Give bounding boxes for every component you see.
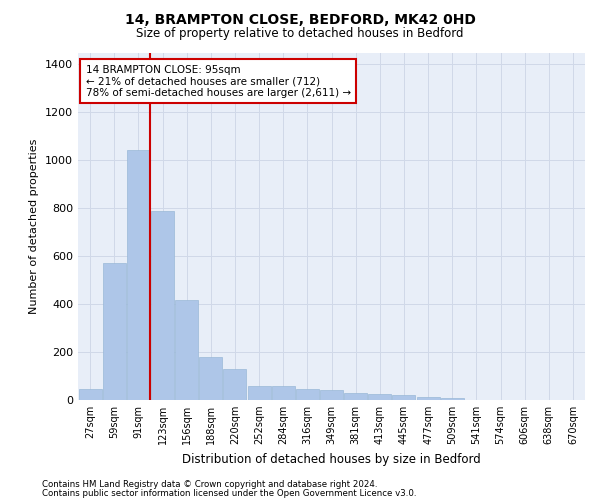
Bar [344,394,367,400]
Bar [199,358,222,400]
Bar [127,150,150,400]
Bar [103,263,125,400]
Bar [248,386,271,400]
X-axis label: Distribution of detached houses by size in Bedford: Distribution of detached houses by size … [182,452,481,466]
Bar [368,394,391,400]
Text: Contains HM Land Registry data © Crown copyright and database right 2024.: Contains HM Land Registry data © Crown c… [42,480,377,489]
Bar [79,389,101,400]
Text: Contains public sector information licensed under the Open Government Licence v3: Contains public sector information licen… [42,490,416,498]
Bar [272,386,295,400]
Bar [320,390,343,400]
Bar [175,300,198,400]
Text: Size of property relative to detached houses in Bedford: Size of property relative to detached ho… [136,28,464,40]
Text: 14, BRAMPTON CLOSE, BEDFORD, MK42 0HD: 14, BRAMPTON CLOSE, BEDFORD, MK42 0HD [125,12,475,26]
Bar [223,370,247,400]
Text: 14 BRAMPTON CLOSE: 95sqm
← 21% of detached houses are smaller (712)
78% of semi-: 14 BRAMPTON CLOSE: 95sqm ← 21% of detach… [86,64,351,98]
Bar [392,395,415,400]
Bar [416,397,440,400]
Bar [441,398,464,400]
Bar [151,210,174,400]
Y-axis label: Number of detached properties: Number of detached properties [29,138,40,314]
Bar [296,389,319,400]
